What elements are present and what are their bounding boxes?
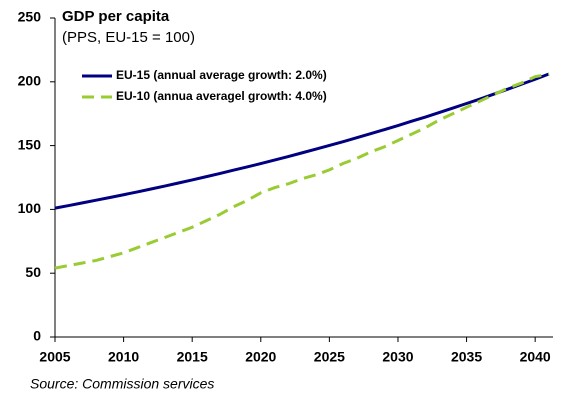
chart-subtitle: (PPS, EU-15 = 100) <box>62 29 195 46</box>
x-tick-label: 2035 <box>451 349 482 365</box>
chart-title: GDP per capita <box>62 8 170 25</box>
y-tick-label: 50 <box>25 264 41 280</box>
x-tick-label: 2030 <box>382 349 413 365</box>
source-note: Source: Commission services <box>30 376 214 392</box>
x-tick-label: 2005 <box>39 349 70 365</box>
legend-label: EU-15 (annual average growth: 2.0%) <box>116 68 327 82</box>
y-tick-label: 200 <box>18 73 42 89</box>
x-tick-label: 2015 <box>177 349 208 365</box>
y-tick-label: 100 <box>18 200 42 216</box>
y-tick-label: 0 <box>33 328 41 344</box>
x-tick-label: 2020 <box>245 349 276 365</box>
y-tick-label: 250 <box>18 9 42 25</box>
y-tick-label: 150 <box>18 136 42 152</box>
series-line <box>54 72 550 210</box>
x-tick-label: 2040 <box>520 349 551 365</box>
x-tick-label: 2010 <box>108 349 139 365</box>
series-line <box>54 72 550 270</box>
x-tick-label: 2025 <box>314 349 345 365</box>
legend-label: EU-10 (annua averagel growth: 4.0%) <box>116 89 327 103</box>
